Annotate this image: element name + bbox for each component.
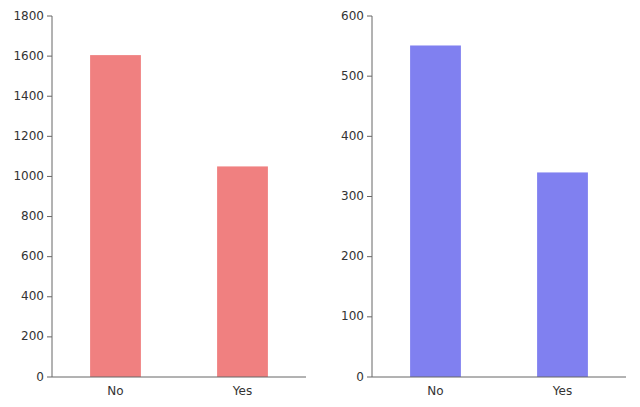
y-tick — [47, 256, 52, 257]
y-tick-label: 0 — [356, 370, 364, 384]
y-tick-label: 400 — [341, 129, 364, 143]
y-axis — [52, 16, 53, 377]
y-tick-label: 1600 — [13, 49, 44, 63]
bar — [410, 45, 461, 377]
y-tick — [367, 16, 372, 17]
bar — [90, 55, 141, 377]
y-tick — [47, 96, 52, 97]
x-axis — [372, 377, 626, 378]
y-tick-label: 200 — [341, 249, 364, 263]
y-tick-label: 0 — [36, 370, 44, 384]
y-tick — [47, 216, 52, 217]
y-tick-label: 400 — [21, 289, 44, 303]
chart-svg: 0 200 400 600 800 1000 1200 1400 1600 1800 No Yes 0 1… — [0, 0, 640, 407]
y-tick-label: 1400 — [13, 89, 44, 103]
y-tick-label: 500 — [341, 69, 364, 83]
y-tick — [47, 136, 52, 137]
y-tick — [47, 16, 52, 17]
y-tick-label: 800 — [21, 209, 44, 223]
y-tick — [367, 256, 372, 257]
y-tick — [47, 176, 52, 177]
x-tick-label: No — [427, 384, 443, 398]
bars — [410, 45, 588, 377]
y-tick — [367, 316, 372, 317]
y-tick-label: 1000 — [13, 169, 44, 183]
y-tick-label: 300 — [341, 189, 364, 203]
x-tick-label: No — [107, 384, 123, 398]
y-tick — [367, 196, 372, 197]
x-axis — [52, 377, 306, 378]
y-axis — [372, 16, 373, 377]
y-tick — [367, 377, 372, 378]
y-tick-label: 600 — [341, 9, 364, 23]
y-tick — [47, 56, 52, 57]
y-tick-label: 100 — [341, 309, 364, 323]
y-tick-label: 600 — [21, 249, 44, 263]
panel: 0 200 400 600 800 1000 1200 1400 1600 1800 No Yes — [13, 9, 306, 399]
x-tick-label: Yes — [552, 384, 572, 398]
y-tick — [367, 76, 372, 77]
y-tick — [47, 336, 52, 337]
y-tick-label: 200 — [21, 329, 44, 343]
panel: 0 100 200 300 400 500 600 No Yes — [341, 9, 626, 399]
x-tick-label: Yes — [232, 384, 252, 398]
bar — [537, 172, 588, 377]
y-tick-label: 1800 — [13, 9, 44, 23]
y-tick — [367, 136, 372, 137]
y-tick-label: 1200 — [13, 129, 44, 143]
y-tick — [47, 377, 52, 378]
bars — [90, 55, 268, 377]
y-tick — [47, 296, 52, 297]
bar — [217, 166, 268, 377]
